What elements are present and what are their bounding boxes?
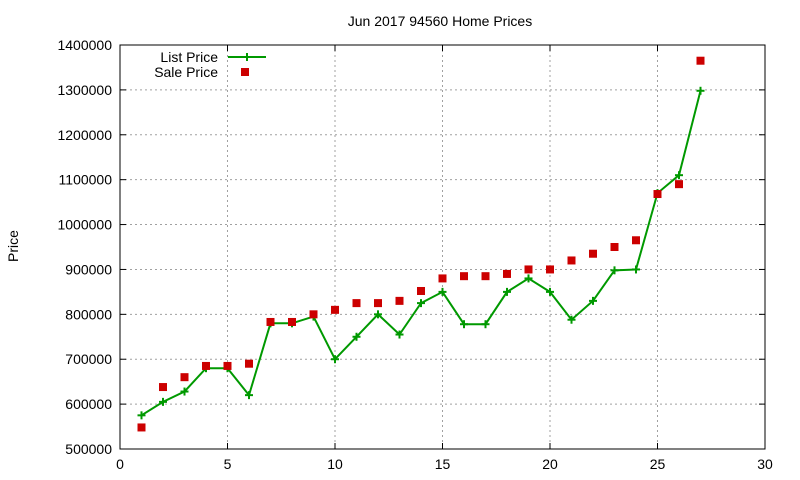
- list-price-point: [675, 171, 683, 180]
- x-tick-label: 5: [224, 456, 232, 472]
- series-layer: [137, 56, 705, 432]
- sale-price-point: [675, 180, 683, 189]
- sale-price-point: [696, 56, 705, 65]
- sale-price-point: [589, 249, 597, 258]
- x-tick-label: 20: [542, 456, 558, 472]
- list-price-point: [374, 310, 382, 319]
- list-price-point: [503, 287, 511, 296]
- list-price-point: [481, 320, 490, 329]
- grid-layer: [120, 45, 765, 449]
- list-price-point: [460, 320, 468, 329]
- sale-price-point: [653, 190, 662, 199]
- sale-price-point: [610, 243, 619, 251]
- y-tick-label: 1400000: [57, 37, 112, 53]
- sale-price-point: [503, 269, 511, 278]
- list-price-point: [331, 355, 339, 364]
- sale-price-point: [374, 299, 382, 308]
- sale-price-point: [331, 305, 339, 314]
- legend-swatch-list-price: [228, 53, 266, 61]
- sale-price-point: [546, 265, 554, 274]
- sale-price-point: [632, 236, 640, 245]
- list-price-point: [589, 296, 597, 305]
- sale-price-point: [159, 383, 167, 392]
- list-price-point: [352, 332, 361, 341]
- sale-price-point: [309, 310, 318, 319]
- sale-price-point: [567, 256, 576, 265]
- y-tick-label: 1200000: [57, 127, 112, 143]
- sale-price-point: [481, 272, 490, 281]
- list-price-point: [567, 315, 576, 324]
- legend-label-sale-price: Sale Price: [154, 64, 218, 80]
- sale-price-point: [223, 361, 232, 370]
- y-tick-label: 1000000: [57, 217, 112, 233]
- y-tick-label: 1100000: [59, 172, 113, 188]
- legend-list-marker: [243, 53, 251, 61]
- sale-price-point: [352, 299, 361, 308]
- list-price-point: [546, 287, 554, 296]
- list-price-point: [632, 265, 640, 274]
- sale-price-point: [245, 359, 253, 368]
- sale-price-point: [202, 361, 210, 370]
- legend-swatch-sale-price: [241, 68, 249, 76]
- y-tick-label: 700000: [65, 351, 112, 367]
- x-tick-label: 30: [757, 456, 773, 472]
- y-tick-label: 600000: [65, 396, 112, 412]
- list-price-point: [395, 330, 404, 339]
- list-price-point: [438, 287, 447, 296]
- legend: List Price Sale Price: [154, 49, 266, 80]
- list-price-point: [159, 397, 167, 406]
- x-tick-label: 10: [327, 456, 343, 472]
- axes-layer: 0 5 10 15 20 25 30 500000 600000 700000 800000 9000…: [57, 37, 773, 472]
- y-tick-label: 900000: [65, 261, 112, 277]
- list-price-point: [696, 86, 705, 95]
- chart-title: Jun 2017 94560 Home Prices: [348, 13, 532, 29]
- sale-price-point: [524, 265, 533, 274]
- sale-price-point: [460, 272, 468, 281]
- sale-price-point: [180, 373, 189, 382]
- legend-sale-marker: [241, 68, 249, 76]
- sale-price-point: [438, 274, 447, 283]
- list-price-point: [180, 387, 189, 396]
- y-tick-label: 800000: [65, 306, 112, 322]
- sale-price-point: [266, 317, 275, 326]
- list-price-point: [137, 411, 146, 420]
- sale-price-point: [288, 317, 296, 326]
- x-tick-label: 25: [650, 456, 666, 472]
- x-tick-label: 0: [116, 456, 124, 472]
- legend-label-list-price: List Price: [160, 49, 218, 65]
- y-tick-label: 1300000: [57, 82, 112, 98]
- y-axis-label: Price: [5, 230, 21, 262]
- y-tick-label: 500000: [65, 441, 112, 457]
- sale-price-point: [395, 296, 404, 305]
- x-tick-label: 15: [435, 456, 451, 472]
- list-price-point: [417, 299, 425, 308]
- list-price-point: [610, 266, 619, 275]
- list-price-point: [524, 274, 533, 283]
- sale-price-point: [417, 286, 425, 295]
- list-price-point: [245, 391, 253, 400]
- sale-price-point: [137, 423, 146, 432]
